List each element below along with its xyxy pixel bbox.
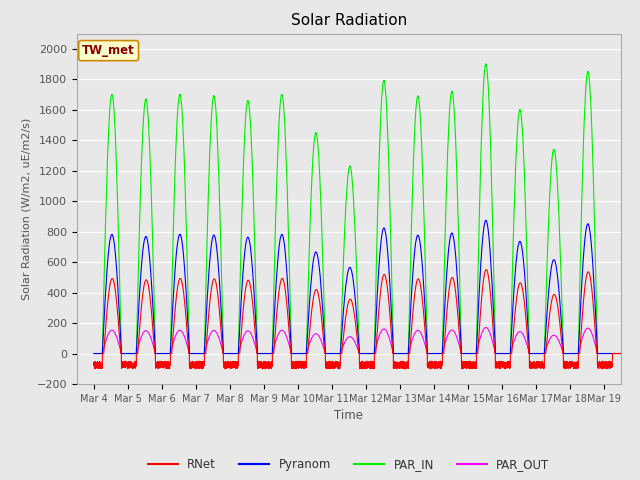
Legend: RNet, Pyranom, PAR_IN, PAR_OUT: RNet, Pyranom, PAR_IN, PAR_OUT [143, 454, 554, 476]
X-axis label: Time: Time [334, 409, 364, 422]
Y-axis label: Solar Radiation (W/m2, uE/m2/s): Solar Radiation (W/m2, uE/m2/s) [21, 118, 31, 300]
Title: Solar Radiation: Solar Radiation [291, 13, 407, 28]
Text: TW_met: TW_met [82, 44, 135, 57]
